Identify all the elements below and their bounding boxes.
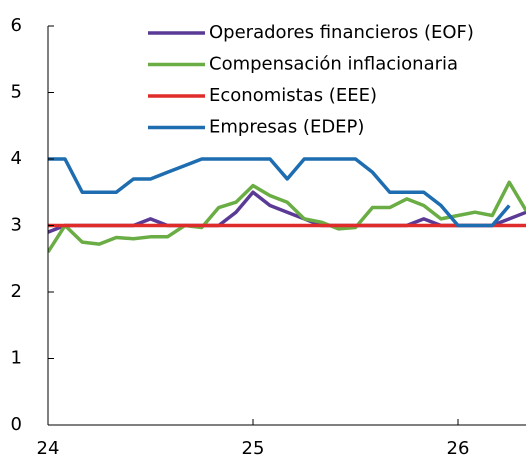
- y-tick-label: 2: [11, 281, 22, 302]
- x-tick-label: 25: [242, 438, 265, 459]
- legend-label: Operadores financieros (EOF): [209, 22, 474, 43]
- series-line: [48, 157, 511, 228]
- x-tick-label: 26: [447, 438, 470, 459]
- legend-label: Empresas (EDEP): [209, 117, 364, 138]
- y-tick-label: 1: [11, 348, 22, 369]
- legend-label: Compensación inflacionaria: [209, 54, 458, 75]
- y-tick-label: 3: [11, 215, 22, 236]
- series-line: [48, 180, 526, 254]
- y-tick-label: 6: [11, 15, 22, 36]
- y-tick-label: 4: [11, 148, 22, 169]
- y-tick-label: 0: [11, 414, 22, 435]
- legend-label: Economistas (EEE): [209, 85, 377, 106]
- plot-area: [48, 157, 526, 254]
- x-tick-label: 24: [37, 438, 60, 459]
- y-tick-label: 5: [11, 82, 22, 103]
